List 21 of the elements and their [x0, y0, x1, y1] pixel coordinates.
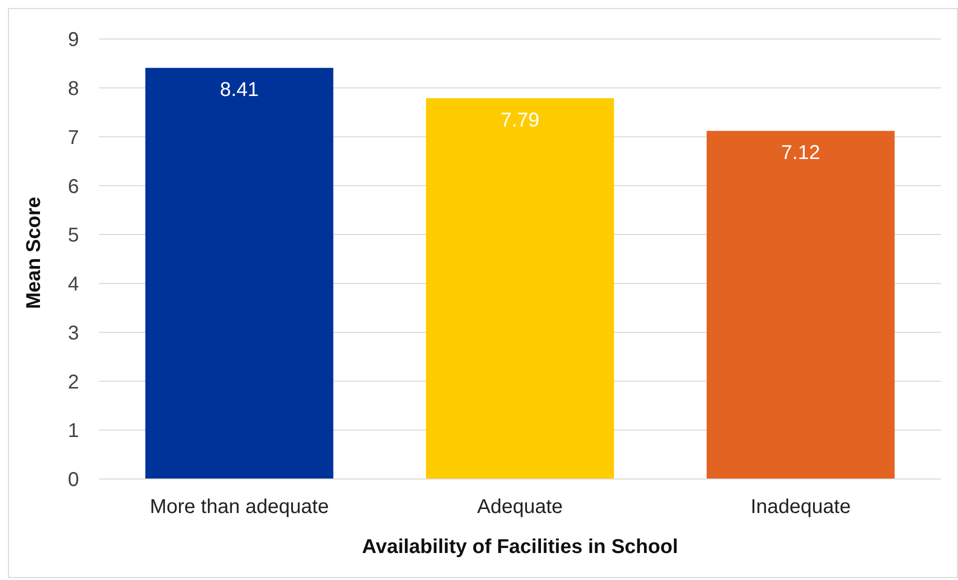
data-label: 7.12 [781, 142, 820, 164]
x-tick-label: Inadequate [750, 496, 851, 518]
y-tick-label: 9 [68, 29, 79, 52]
x-tick-label: More than adequate [150, 496, 329, 518]
y-tick-label: 0 [68, 469, 79, 492]
y-tick-label: 6 [68, 176, 79, 198]
y-tick-label: 2 [68, 371, 79, 394]
y-tick-label: 1 [68, 420, 79, 442]
data-label: 8.41 [220, 79, 259, 102]
bar [426, 98, 614, 479]
y-axis-title: Mean Score [23, 196, 46, 309]
y-tick-label: 8 [68, 78, 79, 100]
data-label: 7.79 [500, 109, 540, 132]
bar [145, 68, 334, 479]
y-tick-label: 7 [68, 126, 79, 149]
bar [706, 130, 895, 479]
y-tick-label: 4 [68, 274, 79, 296]
y-tick-label: 5 [68, 224, 79, 247]
x-tick-label: Adequate [477, 496, 563, 518]
y-tick-label: 3 [68, 322, 79, 344]
x-axis-title: Availability of Facilities in School [362, 536, 678, 558]
